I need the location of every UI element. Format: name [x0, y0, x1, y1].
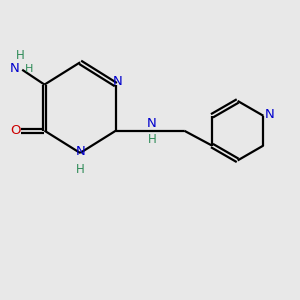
Text: N: N [75, 145, 85, 158]
Text: N: N [10, 62, 20, 75]
Text: N: N [147, 117, 157, 130]
Text: N: N [112, 75, 122, 88]
Text: H: H [25, 64, 33, 74]
Text: H: H [76, 163, 85, 176]
Text: H: H [148, 133, 157, 146]
Text: H: H [16, 49, 25, 62]
Text: O: O [10, 124, 21, 137]
Text: N: N [265, 108, 274, 121]
